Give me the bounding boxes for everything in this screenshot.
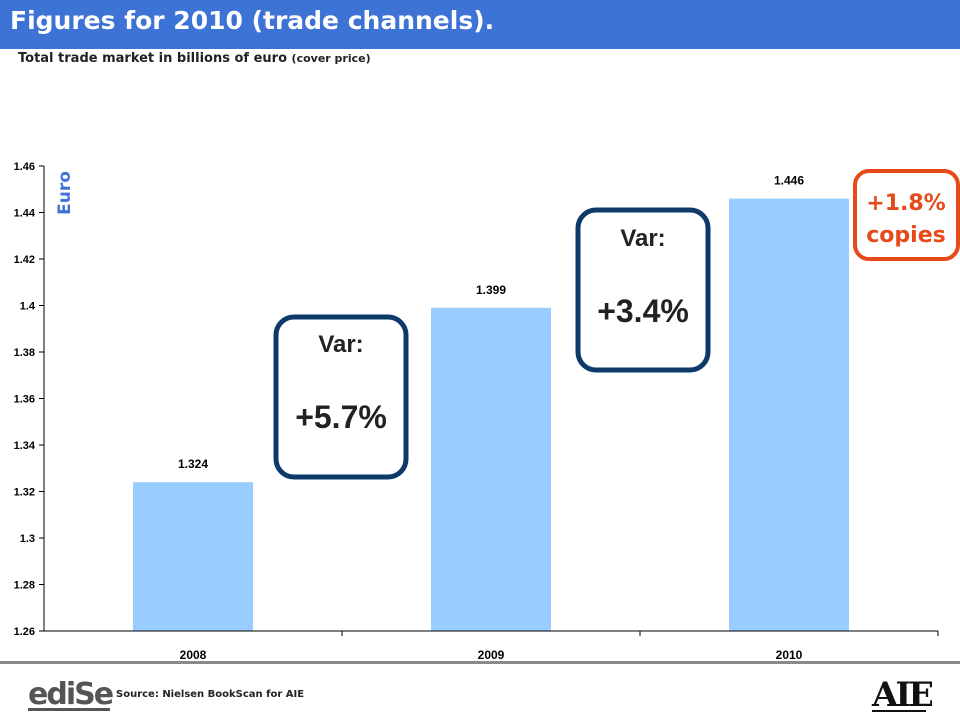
y-tick-label: 1.36 bbox=[14, 394, 35, 406]
y-tick-label: 1.38 bbox=[14, 347, 35, 359]
y-tick-label: 1.4 bbox=[20, 301, 36, 313]
var-box-2-frame bbox=[575, 207, 711, 373]
var-box-2-label: Var: bbox=[620, 225, 665, 252]
subtitle-small: (cover price) bbox=[291, 52, 371, 65]
y-tick-label: 1.34 bbox=[14, 440, 36, 452]
y-tick-label: 1.44 bbox=[14, 208, 36, 220]
ediser-logo: ediSer bbox=[28, 677, 114, 712]
var-box-2-value: +3.4% bbox=[597, 293, 689, 329]
data-label-2010: 1.446 bbox=[774, 174, 804, 188]
copies-box-value: +1.8% bbox=[866, 191, 945, 216]
bar-2008 bbox=[133, 482, 253, 631]
copies-box: +1.8% copies bbox=[853, 169, 960, 261]
y-tick-label: 1.46 bbox=[14, 161, 35, 173]
bar-chart: 1.26 1.28 1.3 1.32 1.34 1.36 1.38 1.4 1.42 1.44 1.… bbox=[14, 161, 960, 662]
y-axis-label: Euro bbox=[55, 171, 75, 215]
bar-2009 bbox=[431, 307, 551, 631]
subtitle-main: Total trade market in billions of euro bbox=[18, 51, 292, 66]
y-tick-label: 1.32 bbox=[14, 487, 35, 499]
page-title: Figures for 2010 (trade channels). bbox=[10, 6, 495, 35]
svg-text:ediSer: ediSer bbox=[28, 677, 114, 712]
var-box-1-frame bbox=[273, 314, 409, 480]
var-box-1-value: +5.7% bbox=[295, 399, 387, 435]
footer-divider bbox=[0, 661, 960, 664]
x-tick-labels: 2008 2009 2010 bbox=[180, 631, 939, 662]
aie-logo: AIE bbox=[871, 675, 932, 715]
chart-subtitle: Total trade market in billions of euro (… bbox=[18, 51, 371, 66]
x-tick-label: 2009 bbox=[478, 648, 505, 662]
y-tick-label: 1.42 bbox=[14, 254, 35, 266]
svg-text:AIE: AIE bbox=[871, 675, 932, 715]
source-note: Source: Nielsen BookScan for AIE bbox=[116, 689, 305, 700]
y-tick-label: 1.26 bbox=[14, 626, 35, 638]
bars: 1.324 1.399 1.446 bbox=[133, 174, 849, 632]
data-label-2008: 1.324 bbox=[178, 457, 208, 471]
bar-2010 bbox=[729, 198, 849, 632]
x-tick-label: 2010 bbox=[776, 648, 803, 662]
var-box-1: Var: +5.7% bbox=[273, 314, 409, 480]
var-box-1-label: Var: bbox=[318, 331, 363, 358]
y-tick-label: 1.3 bbox=[20, 533, 35, 545]
y-tick-label: 1.28 bbox=[14, 580, 35, 592]
y-ticks: 1.26 1.28 1.3 1.32 1.34 1.36 1.38 1.4 1.42 1.44 1.… bbox=[14, 161, 44, 638]
copies-box-frame bbox=[853, 169, 960, 261]
data-label-2009: 1.399 bbox=[476, 283, 506, 297]
copies-box-label: copies bbox=[866, 223, 945, 248]
x-tick-label: 2008 bbox=[180, 648, 207, 662]
title-bar: Figures for 2010 (trade channels). bbox=[0, 0, 960, 49]
var-box-2: Var: +3.4% bbox=[575, 207, 711, 373]
